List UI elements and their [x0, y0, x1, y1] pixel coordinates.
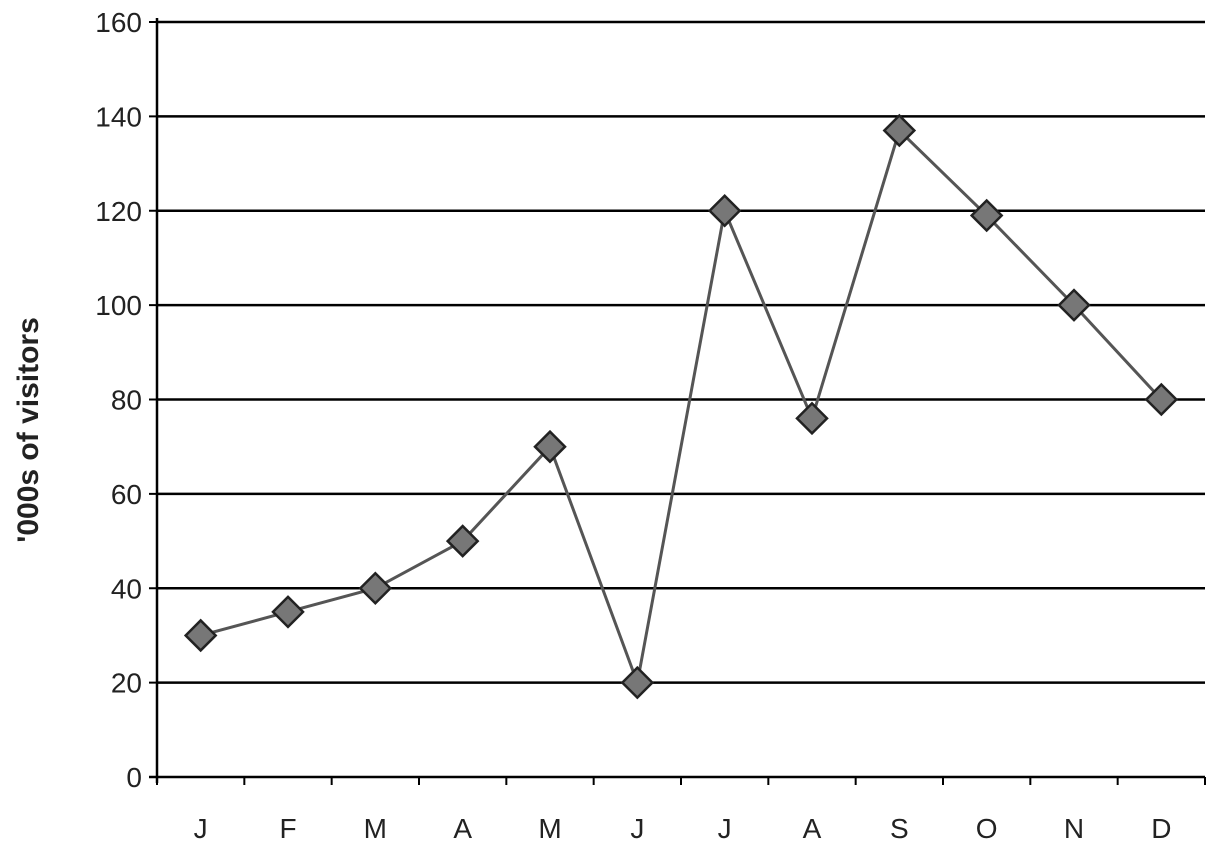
data-point: [1057, 288, 1091, 322]
y-tick-labels: 0 20 40 60 80 100 120 140 160: [95, 7, 142, 793]
x-tick-label: F: [279, 813, 296, 844]
axes: [149, 18, 1206, 785]
x-tick-label: J: [194, 813, 208, 844]
data-point: [620, 665, 655, 700]
data-point: [1144, 382, 1179, 417]
data-point: [533, 429, 567, 464]
grid-lines: [157, 20, 1205, 684]
data-point: [445, 524, 480, 558]
data-point: [969, 198, 1004, 233]
data-point: [271, 595, 305, 629]
x-tick-label: A: [803, 813, 822, 844]
x-tick-label: A: [453, 813, 472, 844]
y-tick-label: 0: [126, 762, 142, 793]
series-line: [200, 127, 1163, 689]
x-tick-label: J: [718, 813, 732, 844]
y-tick-label: 100: [95, 290, 142, 321]
y-axis-title: '000s of visitors: [12, 317, 45, 543]
y-tick-label: 140: [95, 101, 142, 132]
data-point: [183, 618, 218, 653]
y-tick-label: 40: [111, 573, 142, 604]
series-line-0: [200, 127, 1163, 689]
data-point: [882, 113, 917, 148]
x-tick-label: J: [630, 813, 644, 844]
y-tick-label: 120: [95, 196, 142, 227]
x-tick-label: M: [364, 813, 387, 844]
x-tick-label: O: [976, 813, 998, 844]
y-tick-label: 80: [111, 385, 142, 416]
data-point: [358, 571, 393, 606]
x-tick-label: N: [1064, 813, 1084, 844]
series-markers: [183, 113, 1179, 700]
y-tick-label: 160: [95, 7, 142, 38]
x-tick-label: S: [890, 813, 909, 844]
x-tick-label: D: [1151, 813, 1171, 844]
data-point: [707, 193, 742, 228]
y-tick-label: 20: [111, 668, 142, 699]
y-tick-label: 60: [111, 479, 142, 510]
x-tick-label: M: [538, 813, 561, 844]
data-point: [795, 401, 829, 436]
